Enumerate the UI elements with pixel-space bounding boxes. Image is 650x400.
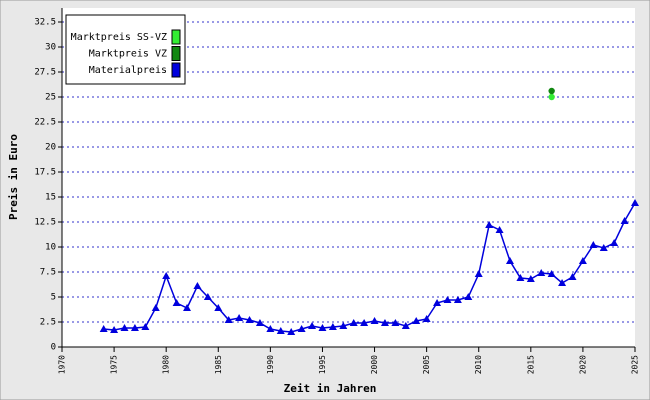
legend-swatch: [171, 29, 181, 45]
point: [589, 241, 598, 248]
point: [526, 275, 535, 282]
x-tick-label: 2020: [578, 355, 587, 374]
point: [172, 299, 181, 306]
x-tick-label: 2025: [631, 355, 640, 374]
point: [349, 319, 358, 326]
y-axis-title: Preis in Euro: [7, 134, 20, 220]
point: [548, 93, 555, 101]
x-tick-label: 1995: [318, 355, 327, 374]
point: [245, 316, 254, 323]
x-tick-label: 1975: [110, 355, 119, 374]
point: [558, 279, 567, 286]
point: [599, 244, 608, 251]
point: [162, 272, 171, 279]
x-tick-label: 1970: [58, 355, 67, 374]
point: [578, 257, 587, 264]
point: [495, 226, 504, 233]
point: [412, 317, 421, 324]
x-tick-label: 1990: [266, 355, 275, 374]
point: [548, 87, 555, 95]
point: [360, 319, 369, 326]
y-tick-label: 7.5: [40, 268, 56, 278]
point: [422, 315, 431, 322]
point: [151, 304, 160, 311]
x-tick-label: 2000: [370, 355, 379, 374]
y-tick-label: 12.5: [34, 218, 56, 228]
point: [380, 319, 389, 326]
point: [224, 316, 233, 323]
x-tick-label: 1985: [214, 355, 223, 374]
point: [287, 328, 296, 335]
point: [370, 317, 379, 324]
point: [453, 296, 462, 303]
y-tick-label: 30: [45, 43, 56, 53]
point: [130, 324, 139, 331]
point: [328, 323, 337, 330]
x-tick-label: 1980: [162, 355, 171, 374]
point: [266, 325, 275, 332]
point: [474, 270, 483, 277]
point: [276, 327, 285, 334]
point: [568, 273, 577, 280]
legend-label: Marktpreis VZ: [89, 49, 167, 60]
legend-label: Marktpreis SS-VZ: [71, 32, 167, 43]
point: [610, 239, 619, 246]
point: [110, 326, 119, 333]
y-tick-label: 20: [45, 143, 56, 153]
x-tick-label: 2010: [474, 355, 483, 374]
point: [99, 325, 108, 332]
point: [308, 322, 317, 329]
point: [443, 296, 452, 303]
x-tick-label: 2015: [526, 355, 535, 374]
point: [235, 314, 244, 321]
y-tick-label: 5: [51, 293, 56, 303]
point: [631, 199, 639, 206]
point: [318, 324, 327, 331]
y-tick-label: 27.5: [34, 68, 56, 78]
point: [464, 293, 473, 300]
point: [214, 304, 223, 311]
x-axis-title: Zeit in Jahren: [284, 382, 377, 395]
point: [516, 274, 525, 281]
y-tick-label: 25: [45, 93, 56, 103]
point: [401, 322, 410, 329]
point: [141, 323, 150, 330]
y-tick-label: 32.5: [34, 18, 56, 28]
legend-swatch: [171, 62, 181, 78]
y-tick-label: 10: [45, 243, 56, 253]
y-tick-label: 22.5: [34, 118, 56, 128]
x-tick-label: 2005: [422, 355, 431, 374]
point: [297, 325, 306, 332]
y-tick-label: 0: [51, 343, 56, 353]
y-tick-label: 15: [45, 193, 56, 203]
y-tick-label: 2.5: [40, 318, 56, 328]
point: [255, 319, 264, 326]
line: [103, 202, 636, 333]
point: [339, 322, 348, 329]
y-tick-label: 17.5: [34, 168, 56, 178]
legend-box: [65, 14, 186, 85]
point: [485, 221, 494, 228]
point: [537, 269, 546, 276]
legend-swatch: [171, 46, 181, 61]
point: [547, 270, 556, 277]
point: [620, 217, 629, 224]
legend-label: Materialpreis: [89, 65, 167, 76]
point: [203, 293, 212, 300]
point: [505, 257, 514, 264]
point: [120, 324, 129, 331]
point: [193, 282, 202, 289]
point: [433, 299, 442, 306]
point: [183, 304, 192, 311]
point: [391, 319, 400, 326]
